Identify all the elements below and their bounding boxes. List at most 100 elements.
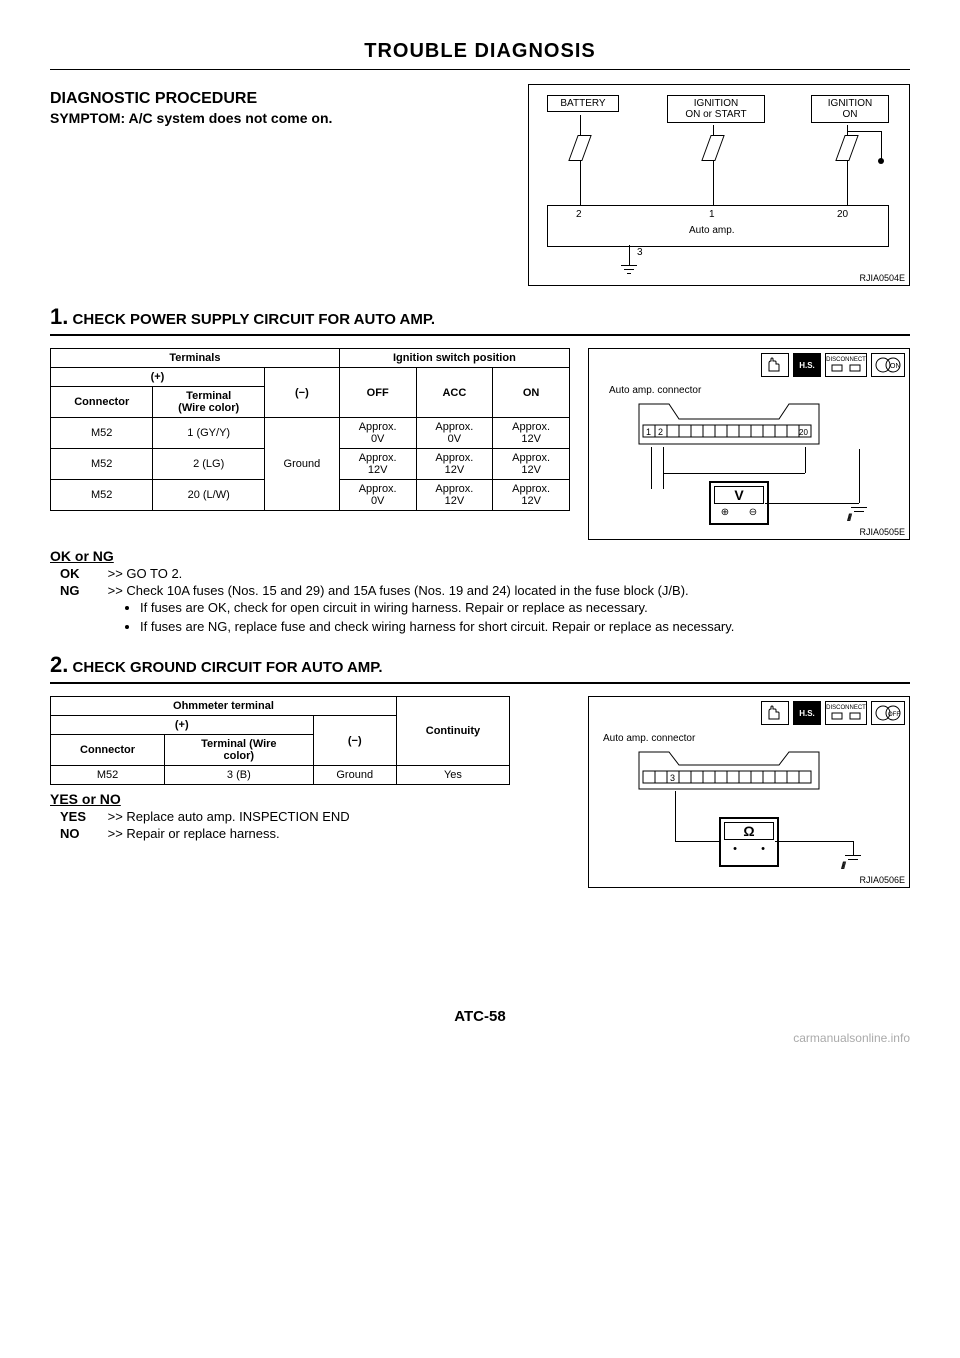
line-v — [629, 245, 630, 265]
connector-label: Auto amp. connector — [609, 385, 701, 396]
icon-cluster: H.S. DISCONNECT OFF — [761, 701, 905, 725]
yes-tag: YES — [60, 809, 104, 824]
gnd-hatch: //// — [841, 861, 844, 872]
fuse-icon — [701, 135, 724, 161]
connector-shape: 1 2 20 — [629, 399, 829, 449]
th-connector: Connector — [51, 387, 153, 418]
th-on: ON — [493, 368, 570, 418]
cell-terminal: 3 (B) — [165, 766, 313, 785]
hs-icon: H.S. — [793, 353, 821, 377]
ok-tag: OK — [60, 566, 104, 581]
line-v — [847, 125, 848, 135]
figure-step2: H.S. DISCONNECT OFF Auto amp. connector — [588, 696, 910, 888]
line-v — [713, 125, 714, 135]
line-v — [859, 449, 860, 503]
svg-text:1: 1 — [646, 427, 651, 437]
step2-heading: 2. CHECK GROUND CIRCUIT FOR AUTO AMP. — [50, 652, 910, 678]
figure-auto-amp-power: BATTERY IGNITION ON or START IGNITION ON… — [528, 84, 910, 286]
cell-acc: Approx. 12V — [416, 480, 493, 511]
cell-minus: Ground — [313, 766, 396, 785]
connector-shape: 3 — [629, 747, 829, 793]
term-2: 2 — [576, 209, 582, 220]
step1-table: Terminals Ignition switch position (+) (… — [50, 348, 570, 511]
svg-text:20: 20 — [799, 428, 808, 437]
connector-label: Auto amp. connector — [603, 733, 695, 744]
cell-off: Approx. 0V — [339, 480, 416, 511]
ng-line: NG >> Check 10A fuses (Nos. 15 and 29) a… — [60, 583, 910, 598]
th-minus: (−) — [264, 368, 339, 418]
cell-minus: Ground — [264, 418, 339, 511]
gnd-line — [624, 269, 634, 270]
hand-icon — [761, 353, 789, 377]
line-h — [765, 503, 859, 504]
gnd-hatch: //// — [847, 513, 850, 524]
title-rule — [50, 69, 910, 70]
figure-step1: H.S. DISCONNECT ON Auto amp. connector — [588, 348, 910, 540]
fuse-icon — [835, 135, 858, 161]
line-v — [580, 115, 581, 135]
ng-bullets: If fuses are OK, check for open circuit … — [140, 600, 910, 634]
table-row: M52 1 (GY/Y) Ground Approx. 0V Approx. 0… — [51, 418, 570, 449]
line-v — [805, 447, 806, 473]
cell-on: Approx. 12V — [493, 418, 570, 449]
step2-table: Ohmmeter terminal Continuity (+) (−) Con… — [50, 696, 510, 785]
svg-text:3: 3 — [670, 773, 675, 783]
ng-tag: NG — [60, 583, 104, 598]
probe-dot: • — [761, 843, 765, 855]
gnd-line — [854, 511, 864, 512]
cell-terminal: 1 (GY/Y) — [153, 418, 265, 449]
cell-connector: M52 — [51, 766, 165, 785]
cell-connector: M52 — [51, 480, 153, 511]
th-terminals: Terminals — [51, 349, 340, 368]
term-1: 1 — [709, 209, 715, 220]
yes-line: YES >> Replace auto amp. INSPECTION END — [60, 809, 576, 824]
step2-row: Ohmmeter terminal Continuity (+) (−) Con… — [50, 696, 910, 888]
step2-rule — [50, 682, 910, 684]
th-connector: Connector — [51, 735, 165, 766]
step1-heading: 1. CHECK POWER SUPPLY CIRCUIT FOR AUTO A… — [50, 304, 910, 330]
th-termwire: Terminal (Wire color) — [165, 735, 313, 766]
plus-icon: ⊕ — [721, 507, 729, 518]
ng-text: >> Check 10A fuses (Nos. 15 and 29) and … — [108, 583, 689, 598]
cell-continuity: Yes — [396, 766, 509, 785]
battery-box: BATTERY — [547, 95, 619, 112]
th-off: OFF — [339, 368, 416, 418]
th-continuity: Continuity — [396, 697, 509, 766]
no-tag: NO — [60, 826, 104, 841]
line-v — [663, 447, 664, 489]
line-v — [881, 131, 882, 161]
term-20: 20 — [837, 209, 848, 220]
cell-acc: Approx. 0V — [416, 418, 493, 449]
th-ohmterm: Ohmmeter terminal — [51, 697, 397, 716]
yes-text: >> Replace auto amp. INSPECTION END — [108, 809, 350, 824]
icon-cluster: H.S. DISCONNECT ON — [761, 353, 905, 377]
line-h — [675, 841, 719, 842]
ok-line: OK >> GO TO 2. — [60, 566, 910, 581]
disconnect-icon: DISCONNECT — [825, 353, 867, 377]
line-v — [847, 161, 848, 205]
cell-acc: Approx. 12V — [416, 449, 493, 480]
step1-row: Terminals Ignition switch position (+) (… — [50, 348, 910, 540]
step1-num: 1. — [50, 304, 68, 329]
ign-on-start-box: IGNITION ON or START — [667, 95, 765, 123]
line-h — [663, 473, 805, 474]
minus-icon: ⊖ — [749, 507, 757, 518]
auto-amp-label: Auto amp. — [689, 225, 735, 236]
section-heading: DIAGNOSTIC PROCEDURE — [50, 90, 516, 108]
ok-text: >> GO TO 2. — [108, 566, 183, 581]
cell-off: Approx. 0V — [339, 418, 416, 449]
gnd-line — [848, 859, 858, 860]
figure-caption: RJIA0506E — [859, 875, 905, 885]
hs-icon: H.S. — [793, 701, 821, 725]
yesno-label: YES or NO — [50, 791, 576, 807]
th-minus: (−) — [313, 716, 396, 766]
cell-connector: M52 — [51, 449, 153, 480]
line-h — [775, 841, 853, 842]
disconnect-icon: DISCONNECT — [825, 701, 867, 725]
ign-on-box: IGNITION ON — [811, 95, 889, 123]
figure-caption: RJIA0505E — [859, 527, 905, 537]
ohm-inner: Ω — [724, 822, 774, 840]
line-v — [853, 841, 854, 855]
step1-rule — [50, 334, 910, 336]
cell-terminal: 20 (L/W) — [153, 480, 265, 511]
